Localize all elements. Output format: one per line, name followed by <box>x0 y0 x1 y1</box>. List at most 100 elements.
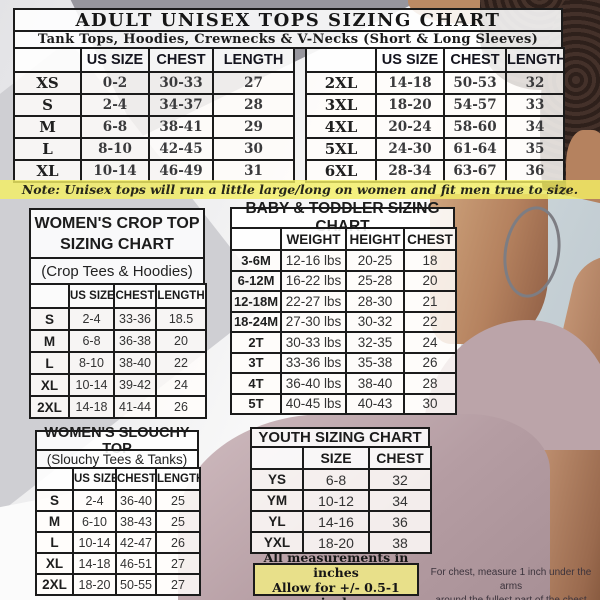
slouchy-chart-title: WOMEN'S SLOUCHY TOP <box>35 425 199 457</box>
row-size-label: 4T <box>230 372 282 395</box>
table-row: S 2-4 36-40 25 <box>35 489 201 512</box>
row-size-label: YL <box>250 510 304 533</box>
cell-value: 26 <box>155 531 201 554</box>
youth-size-table: SIZE CHEST YS 6-8 32 YM 10-12 34 YL 14-16 36 YXL 18-… <box>250 446 432 554</box>
column-header <box>29 283 70 309</box>
cell-value: 18-20 <box>72 573 117 596</box>
row-size-label: XL <box>13 159 82 183</box>
table-row: YL 14-16 36 <box>250 510 432 533</box>
crop-chart-title: WOMEN'S CROP TOP SIZING CHART <box>29 208 205 259</box>
row-size-label: 6-12M <box>230 269 282 292</box>
crop-chart-subtitle: (Crop Tees & Hoodies) <box>29 257 205 285</box>
table-row: YM 10-12 34 <box>250 489 432 512</box>
cell-value: 22 <box>403 310 457 333</box>
cell-value: 30 <box>403 392 457 415</box>
cell-value: 32-35 <box>345 331 405 354</box>
cell-value: 22 <box>155 351 207 375</box>
row-size-label: 12-18M <box>230 290 282 313</box>
row-size-label: XS <box>13 71 82 95</box>
row-size-label: 6XL <box>305 159 377 183</box>
cell-value: 2-4 <box>80 93 150 117</box>
table-row: 18-24M 27-30 lbs 30-32 22 <box>230 310 457 333</box>
column-header: US SIZE <box>72 467 117 491</box>
row-size-label: M <box>35 510 74 533</box>
table-row: 5T 40-45 lbs 40-43 30 <box>230 392 457 415</box>
table-row: XS 0-2 30-33 27 <box>13 71 295 95</box>
row-size-label: 3T <box>230 351 282 374</box>
cell-value: 22-27 lbs <box>280 290 347 313</box>
column-header <box>230 227 282 251</box>
cell-value: 24 <box>155 373 207 397</box>
table-row: 6XL 28-34 63-67 36 <box>305 159 565 183</box>
cell-value: 36-40 lbs <box>280 372 347 395</box>
cell-value: 42-47 <box>115 531 157 554</box>
row-size-label: 3-6M <box>230 249 282 272</box>
adult-size-table-left: US SIZE CHEST LENGTH XS 0-2 30-33 27 S 2-4 34-37 2… <box>13 47 295 183</box>
cell-value: 27-30 lbs <box>280 310 347 333</box>
baby-chart-title: BABY & TODDLER SIZING CHART <box>230 200 455 235</box>
column-header: US SIZE <box>80 47 150 73</box>
table-row: 2XL 14-18 41-44 26 <box>29 395 207 419</box>
chest-note-line2: around the fullest part of the chest <box>435 595 586 600</box>
row-size-label: S <box>29 307 70 331</box>
cell-value: 40-43 <box>345 392 405 415</box>
column-header: LENGTH <box>155 467 201 491</box>
cell-value: 21 <box>403 290 457 313</box>
table-row: S 2-4 33-36 18.5 <box>29 307 207 331</box>
column-header: HEIGHT <box>345 227 405 251</box>
row-size-label: L <box>35 531 74 554</box>
table-header-row: SIZE CHEST <box>250 446 432 470</box>
size-table: SIZE CHEST YS 6-8 32 YM 10-12 34 YL 14-16 36 YXL 18-… <box>250 446 432 554</box>
table-row: L 10-14 42-47 26 <box>35 531 201 554</box>
table-row: M 6-8 36-38 20 <box>29 329 207 353</box>
cell-value: 30-33 lbs <box>280 331 347 354</box>
table-row: YXL 18-20 38 <box>250 531 432 554</box>
cell-value: 38-43 <box>115 510 157 533</box>
cell-value: 25 <box>155 489 201 512</box>
row-size-label: YS <box>250 468 304 491</box>
cell-value: 36 <box>368 510 432 533</box>
row-size-label: YXL <box>250 531 304 554</box>
crop-size-table: US SIZE CHEST LENGTH S 2-4 33-36 18.5 M 6-8 36-38… <box>29 283 207 419</box>
cell-value: 30-33 <box>148 71 214 95</box>
row-size-label: L <box>29 351 70 375</box>
table-row: M 6-8 38-41 29 <box>13 115 295 139</box>
cell-value: 41-44 <box>113 395 157 419</box>
cell-value: 10-14 <box>80 159 150 183</box>
cell-value: 38-41 <box>148 115 214 139</box>
cell-value: 27 <box>155 552 201 575</box>
baby-size-table: WEIGHT HEIGHT CHEST 3-6M 12-16 lbs 20-25 18 6-1… <box>230 227 457 415</box>
cell-value: 18-20 <box>375 93 445 117</box>
row-size-label: XL <box>29 373 70 397</box>
row-size-label: YM <box>250 489 304 512</box>
column-header: CHEST <box>368 446 432 470</box>
table-row: XL 14-18 46-51 27 <box>35 552 201 575</box>
cell-value: 27 <box>155 573 201 596</box>
column-header: SIZE <box>302 446 370 470</box>
row-size-label: XL <box>35 552 74 575</box>
column-header <box>35 467 74 491</box>
table-row: L 8-10 42-45 30 <box>13 137 295 161</box>
cell-value: 24-30 <box>375 137 445 161</box>
crop-title-line1: WOMEN'S CROP TOP <box>34 214 200 232</box>
size-table: US SIZE CHEST LENGTH S 2-4 33-36 18.5 M 6-8 36-38… <box>29 283 207 419</box>
table-row: 3T 33-36 lbs 35-38 26 <box>230 351 457 374</box>
column-header <box>13 47 82 73</box>
table-row: XL 10-14 39-42 24 <box>29 373 207 397</box>
cell-value: 36 <box>505 159 565 183</box>
table-row: 6-12M 16-22 lbs 25-28 20 <box>230 269 457 292</box>
cell-value: 20-25 <box>345 249 405 272</box>
column-header: CHEST <box>148 47 214 73</box>
cell-value: 2-4 <box>68 307 115 331</box>
cell-value: 34-37 <box>148 93 214 117</box>
table-row: 12-18M 22-27 lbs 28-30 21 <box>230 290 457 313</box>
row-size-label: M <box>29 329 70 353</box>
table-header-row: US SIZE CHEST LENGTH <box>35 467 201 491</box>
cell-value: 54-57 <box>443 93 507 117</box>
table-row: L 8-10 38-40 22 <box>29 351 207 375</box>
cell-value: 26 <box>155 395 207 419</box>
cell-value: 31 <box>212 159 295 183</box>
table-row: M 6-10 38-43 25 <box>35 510 201 533</box>
cell-value: 6-8 <box>68 329 115 353</box>
cell-value: 20 <box>155 329 207 353</box>
